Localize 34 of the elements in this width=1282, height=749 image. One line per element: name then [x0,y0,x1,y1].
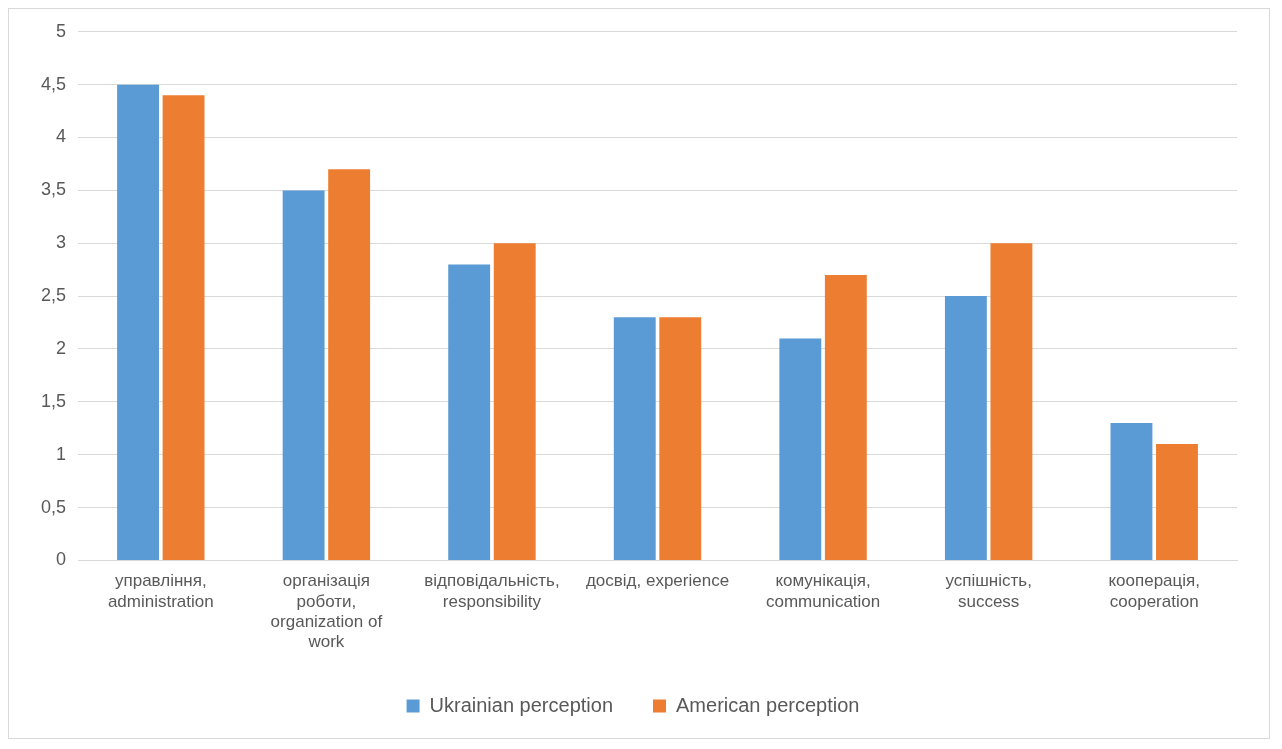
y-tick-label: 2,5 [40,285,67,306]
legend-label: Ukrainian perception [429,693,613,716]
x-tick-label: управління, administration [107,571,214,611]
bar [1156,444,1198,560]
bar [990,243,1033,560]
bar [448,264,491,560]
bar [282,190,325,560]
x-tick-label: організація роботи, organization of work [270,571,383,652]
bar [493,243,536,560]
x-tick-label: кооперація, cooperation [1108,571,1200,611]
y-tick-label: 0 [56,549,67,570]
y-tick-label: 0,5 [40,496,67,517]
x-tick-label: комунікація, communication [765,571,881,611]
bar [824,274,867,560]
bar [328,169,371,560]
x-tick-label: досвід, experience [585,571,730,591]
y-tick-label: 1,5 [40,390,67,411]
y-tick-label: 4 [56,126,67,147]
y-tick-label: 4,5 [40,73,67,94]
bar [1110,422,1153,560]
bar [613,317,656,560]
bar [659,317,702,560]
bar [162,95,205,560]
x-tick-label: успішність, success [945,571,1032,611]
x-tick-label: відповідальність, responsibility [424,571,560,611]
y-tick-label: 1 [56,443,67,464]
y-tick-label: 5 [56,20,67,41]
bar [117,84,159,560]
y-tick-label: 3,5 [40,179,67,200]
y-tick-label: 3 [56,232,67,253]
legend-label: American perception [676,693,860,716]
bar [944,296,987,560]
bar [779,338,822,560]
y-tick-label: 2 [56,337,67,358]
